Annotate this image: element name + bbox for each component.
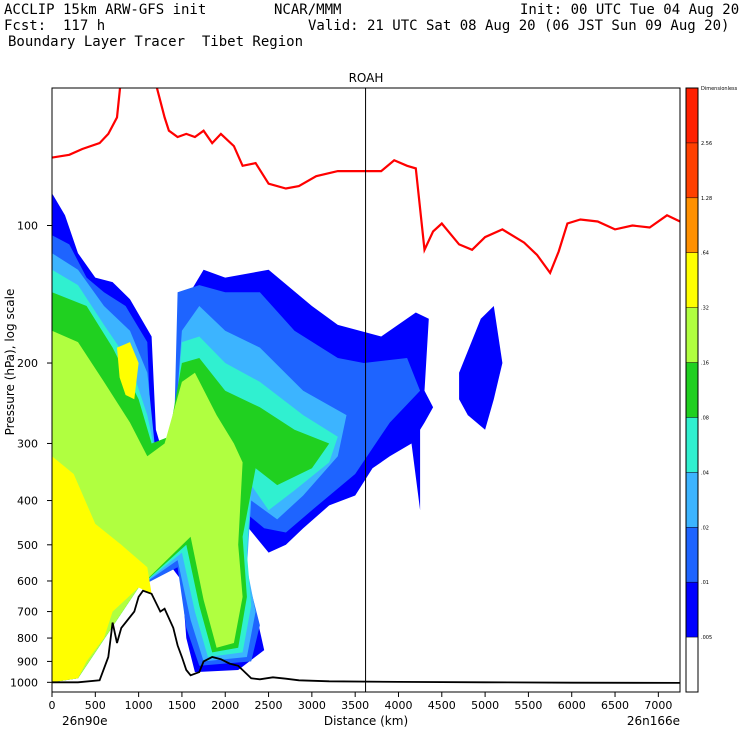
header-model-title: ACCLIP 15km ARW-GFS init — [4, 2, 207, 18]
x-axis-right-endpoint: 26n166e — [627, 714, 680, 728]
y-axis-label: Pressure (hPa), log scale — [3, 289, 17, 436]
header-valid-time: Valid: 21 UTC Sat 08 Aug 20 (06 JST Sun … — [308, 18, 730, 34]
colorbar-swatch — [686, 527, 698, 583]
x-tick-label: 7000 — [644, 699, 672, 712]
y-tick-label: 400 — [17, 495, 38, 508]
colorbar-swatch — [686, 417, 698, 473]
x-axis-left-endpoint: 26n90e — [62, 714, 108, 728]
y-tick-label: 800 — [17, 632, 38, 645]
colorbar-level-label: .02 — [701, 525, 709, 531]
colorbar-swatch — [686, 88, 698, 143]
tracer-contour-fills — [52, 193, 503, 683]
x-tick-label: 6000 — [558, 699, 586, 712]
header-institution: NCAR/MMM — [274, 2, 342, 18]
colorbar-swatch — [686, 197, 698, 253]
y-tick-label: 1000 — [10, 676, 38, 689]
panel-title: ROAH — [349, 71, 384, 85]
colorbar-level-label: .04 — [701, 470, 709, 476]
x-tick-label: 4000 — [384, 699, 412, 712]
profile-lines — [52, 88, 680, 684]
tracer-region-1 — [459, 306, 503, 430]
x-axis-ticks: 0 500 1000 1500 2000 2500 3000 3500 4000 4500 5000… — [49, 692, 672, 712]
x-tick-label: 1500 — [168, 699, 196, 712]
x-tick-label: 3000 — [298, 699, 326, 712]
header-init-time: Init: 00 UTC Tue 04 Aug 20 — [520, 2, 740, 18]
x-tick-label: 3500 — [341, 699, 369, 712]
y-tick-label: 500 — [17, 539, 38, 552]
y-tick-label: 600 — [17, 575, 38, 588]
colorbar-swatch — [686, 142, 698, 198]
x-tick-label: 1000 — [125, 699, 153, 712]
header-field-name: Boundary Layer Tracer Tibet Region — [8, 34, 304, 50]
colorbar-level-label: 1.28 — [701, 196, 712, 202]
plot-frame — [51, 87, 681, 693]
x-tick-label: 2500 — [255, 699, 283, 712]
x-tick-label: 4500 — [428, 699, 456, 712]
colorbar-level-label: 2.56 — [701, 141, 712, 147]
y-axis-ticks: 100 200 300 400 500 600 700 800 900 1000 — [10, 220, 52, 689]
colorbar-level-label: .64 — [701, 251, 709, 257]
colorbar-level-label: .16 — [701, 361, 709, 367]
y-tick-label: 200 — [17, 357, 38, 370]
tracer-region-7 — [52, 456, 152, 683]
x-tick-label: 6500 — [601, 699, 629, 712]
x-tick-label: 0 — [49, 699, 56, 712]
colorbar-level-label: .08 — [701, 415, 709, 421]
x-tick-label: 2000 — [211, 699, 239, 712]
colorbar-title: Dimensionless — [701, 86, 738, 92]
colorbar-swatch — [686, 252, 698, 308]
x-tick-label: 5000 — [471, 699, 499, 712]
y-tick-label: 700 — [17, 606, 38, 619]
colorbar-level-label: .005 — [701, 635, 712, 641]
x-tick-label: 500 — [85, 699, 106, 712]
header-forecast-hour: Fcst: 117 h — [4, 18, 106, 34]
colorbar-level-label: .32 — [701, 306, 709, 312]
y-tick-label: 900 — [17, 655, 38, 668]
tropopause-line — [52, 88, 680, 276]
terrain-line — [52, 589, 680, 684]
colorbar-level-label: .01 — [701, 580, 709, 586]
colorbar-frame — [685, 87, 699, 693]
tracer-region-8 — [117, 342, 139, 400]
x-axis-label: Distance (km) — [324, 714, 408, 728]
colorbar-swatch — [686, 582, 698, 638]
y-tick-label: 300 — [17, 437, 38, 450]
colorbar-swatch — [686, 307, 698, 363]
colorbar-swatch — [686, 472, 698, 528]
y-tick-label: 100 — [17, 220, 38, 233]
colorbar-swatch — [686, 362, 698, 418]
colorbar-swatch — [686, 637, 698, 692]
colorbar: .005 .01 .02 .04 .08 .16 .32 .64 1.28 2.56 Dimensi… — [685, 86, 738, 693]
x-tick-label: 5500 — [514, 699, 542, 712]
